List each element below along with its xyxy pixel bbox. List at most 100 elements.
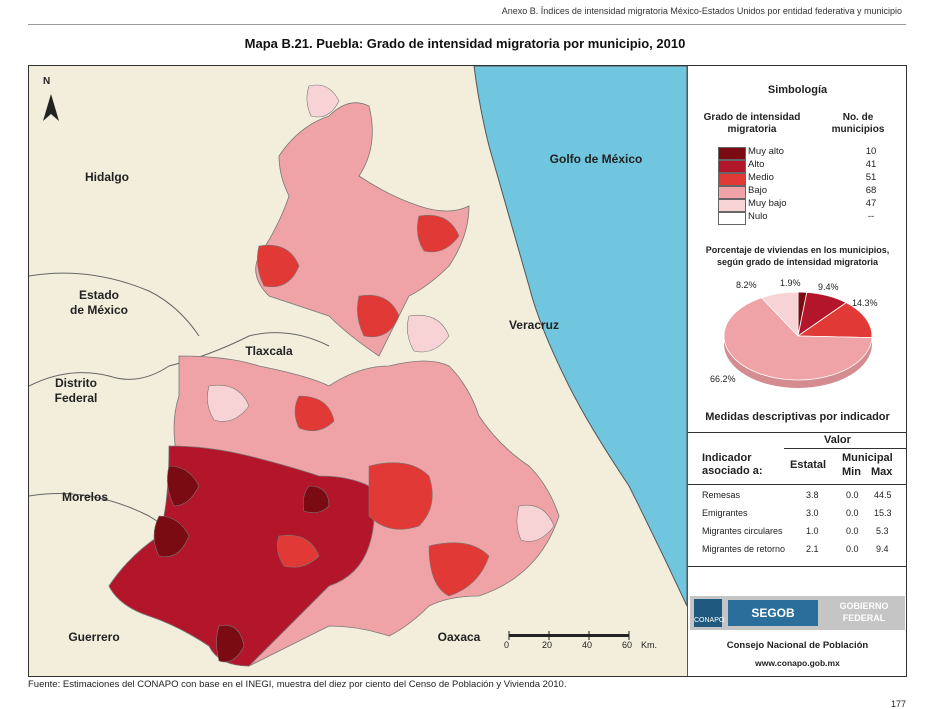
label-guerrero: Guerrero — [68, 630, 120, 644]
label-distrito-federal: Distrito Federal — [54, 376, 98, 405]
pie-label-bajo: 66.2% — [710, 374, 736, 384]
pie-slice-2 — [796, 302, 873, 339]
legend-row: Nulo -- — [718, 211, 898, 225]
region-muy-bajo-2 — [407, 314, 450, 353]
pie-label-muy-bajo: 8.2% — [736, 280, 757, 290]
legend-label: Medio — [748, 172, 774, 183]
stats-row-name: Emigrantes — [702, 508, 748, 518]
stats-row-name: Migrantes de retorno — [702, 544, 786, 554]
region-medio-5 — [417, 214, 460, 253]
stats-municipal: Municipal — [842, 452, 893, 464]
stats-row-estatal: 3.8 — [806, 490, 819, 500]
stats-title: Medidas descriptivas por indicador — [705, 411, 890, 423]
legend-label: Muy bajo — [748, 198, 787, 209]
pie-title: Porcentaje de viviendas en los municipio… — [705, 245, 890, 267]
stats-row-min: 0.0 — [846, 544, 859, 554]
legend-row: Muy bajo 47 — [718, 198, 898, 212]
legend-count: 41 — [865, 159, 877, 170]
stats-row-max: 5.3 — [876, 526, 889, 536]
region-medio-6 — [294, 395, 335, 432]
scale-tick-40: 40 — [582, 640, 593, 650]
stats-row-min: 0.0 — [846, 526, 859, 536]
pie-label-medio: 14.3% — [852, 298, 878, 308]
region-muy-alto-1 — [167, 465, 200, 507]
region-alto-south — [108, 445, 375, 667]
region-medio-4 — [357, 294, 400, 338]
region-muy-alto-4 — [302, 485, 330, 513]
gobierno-federal-logo: GOBIERNO FEDERAL — [839, 601, 889, 623]
north-arrow-icon — [43, 94, 59, 121]
stats-row-estatal: 2.1 — [806, 544, 819, 554]
stats-min: Min — [842, 466, 861, 478]
legend-row: Bajo 68 — [718, 185, 898, 199]
region-muy-bajo-1 — [306, 84, 340, 118]
scale-tick-20: 20 — [542, 640, 553, 650]
legend-count: 51 — [865, 172, 877, 183]
legend-count: 10 — [865, 146, 877, 157]
north-label: N — [43, 76, 51, 87]
legend-swatch — [718, 147, 746, 160]
legend-row: Alto 41 — [718, 159, 898, 173]
conapo-logo: CONAPO — [694, 599, 724, 627]
legend-swatch — [718, 212, 746, 225]
pie-label-muy-alto: 1.9% — [780, 278, 801, 288]
legend-label: Nulo — [748, 211, 768, 222]
header-rule — [28, 24, 906, 25]
page-header: Anexo B. Índices de intensidad migratori… — [501, 6, 902, 16]
stats-valor: Valor — [824, 434, 851, 446]
region-muy-bajo-4 — [207, 384, 250, 422]
label-hidalgo: Hidalgo — [85, 170, 129, 184]
legend-row: Muy alto 10 — [718, 146, 898, 160]
stats-rule — [688, 566, 906, 567]
map-frame: N Hidalgo Estado de México Tlaxcala Dist… — [28, 65, 907, 677]
stats-estatal: Estatal — [790, 459, 827, 471]
legend-swatch — [718, 173, 746, 186]
legend-count: -- — [867, 211, 875, 222]
label-veracruz: Veracruz — [508, 318, 560, 332]
legend-col-municipios: No. de municipios — [831, 112, 885, 135]
stats-row-max: 15.3 — [874, 508, 892, 518]
legend-title: Simbología — [767, 84, 828, 96]
stats-row-name: Migrantes circulares — [702, 526, 783, 536]
region-medio-2 — [428, 542, 490, 597]
legend-swatch — [718, 186, 746, 199]
pie-label-alto: 9.4% — [818, 282, 839, 292]
stats-row-name: Remesas — [702, 490, 741, 500]
pie-chart — [723, 291, 873, 388]
map-title: Mapa B.21. Puebla: Grado de intensidad m… — [244, 36, 686, 51]
stats-row-min: 0.0 — [846, 508, 859, 518]
legend-count: 47 — [865, 198, 877, 209]
scale-tick-0: 0 — [504, 640, 510, 650]
label-oaxaca: Oaxaca — [437, 630, 481, 644]
stats-rule — [784, 448, 906, 449]
stats-row-min: 0.0 — [846, 490, 859, 500]
legend-row: Medio 51 — [718, 172, 898, 186]
region-medio-7 — [277, 534, 320, 568]
source-note: Fuente: Estimaciones del CONAPO con base… — [28, 679, 567, 690]
pie-slice-3 — [723, 297, 873, 381]
legend-count: 68 — [865, 185, 877, 196]
gulf-of-mexico — [473, 66, 688, 607]
legend-swatch — [718, 199, 746, 212]
label-morelos: Morelos — [61, 490, 108, 504]
scale-tick-60: 60 — [622, 640, 633, 650]
label-estado-de-mexico: Estado de México — [69, 288, 129, 317]
pie-slice-4 — [760, 291, 799, 338]
legend-label: Alto — [748, 159, 765, 170]
stats-rule — [688, 432, 906, 433]
legend-label: Bajo — [748, 185, 768, 196]
logo-bar: CONAPO SEGOB GOBIERNO FEDERAL — [690, 596, 905, 630]
website[interactable]: www.conapo.gob.mx — [755, 658, 840, 668]
stats-row-estatal: 3.0 — [806, 508, 819, 518]
consejo-label: Consejo Nacional de Población — [726, 640, 869, 651]
legend-swatch — [718, 160, 746, 173]
label-tlaxcala: Tlaxcala — [245, 344, 293, 358]
legend-label: Muy alto — [748, 146, 784, 157]
region-muy-bajo-3 — [516, 504, 555, 542]
map-canvas — [29, 66, 688, 667]
legend-col-grado: Grado de intensidad migratoria — [703, 112, 801, 135]
scale-bar — [509, 634, 629, 637]
stats-indicador: Indicador asociado a: — [702, 452, 763, 477]
region-medio-1 — [368, 462, 433, 530]
neighbor-borders — [29, 272, 330, 537]
